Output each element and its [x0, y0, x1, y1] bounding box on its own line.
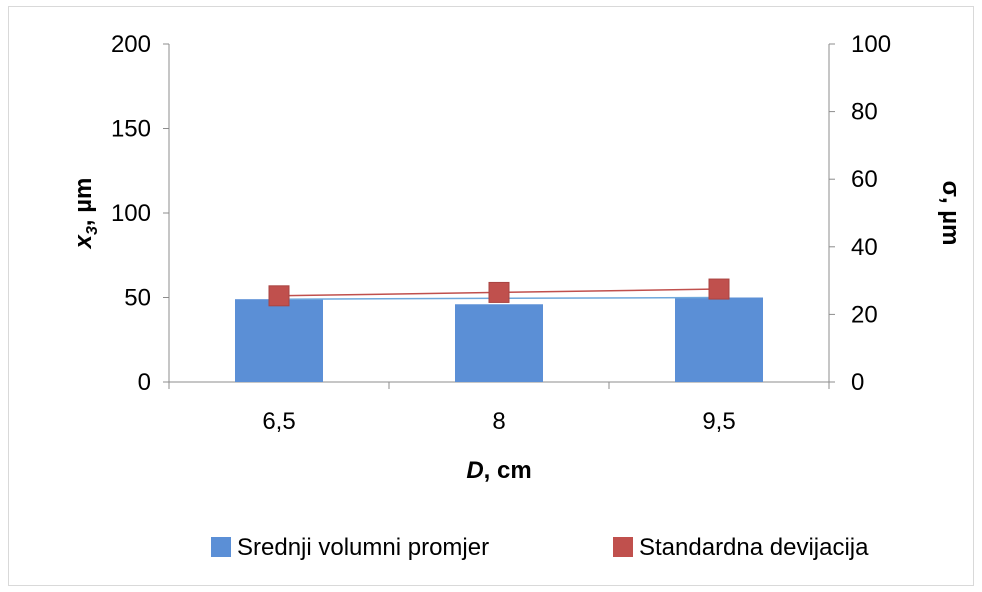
legend-label-bar: Srednji volumni promjer — [237, 534, 489, 561]
y-axis-left-label: x3, µm — [70, 178, 101, 251]
y-axis-left-label-sub: 3 — [84, 226, 101, 235]
y-axis-left-label-var: x — [70, 233, 97, 250]
y-axis-left-tick-label: 100 — [111, 200, 151, 227]
y-axis-right-tick-label: 60 — [851, 166, 878, 193]
y-axis-right-tick-label: 0 — [851, 369, 864, 396]
y-axis-left-tick-label: 50 — [124, 285, 151, 312]
x-axis-tick-label: 6,5 — [262, 408, 295, 435]
y-axis-left-tick-label: 200 — [111, 31, 151, 58]
y-axis-right-label: σ, µm — [937, 181, 964, 246]
legend-swatch-line — [613, 537, 633, 557]
y-axis-right-tick-label: 80 — [851, 99, 878, 126]
y-axis-right-tick-label: 40 — [851, 234, 878, 261]
bar-series — [235, 297, 763, 382]
std-dev-marker — [268, 285, 290, 307]
axis-labels: D, cm x3, µm σ, µm — [70, 178, 964, 484]
bar — [235, 299, 323, 382]
bar — [455, 304, 543, 382]
legend: Srednji volumni promjer Standardna devija… — [211, 534, 869, 561]
line-series — [268, 278, 730, 307]
legend-swatch-bar — [211, 537, 231, 557]
chart-frame: 0 50 100 150 200 0 20 40 60 80 100 6,5 8 9,5 D, cm x3… — [8, 6, 974, 586]
y-axis-left-tick-label: 0 — [138, 369, 151, 396]
x-axis-label-var: D — [466, 457, 483, 484]
y-axis-left-label-unit: , µm — [70, 178, 97, 227]
x-axis-tick-label: 8 — [492, 408, 505, 435]
y-axis-right-tick-label: 20 — [851, 301, 878, 328]
x-axis-label: D, cm — [466, 457, 531, 484]
x-axis-tick-label: 9,5 — [702, 408, 735, 435]
std-dev-marker — [488, 281, 510, 303]
bar — [675, 297, 763, 382]
std-dev-marker — [708, 278, 730, 300]
legend-label-line: Standardna devijacija — [639, 534, 869, 561]
y-axis-right-tick-label: 100 — [851, 31, 891, 58]
x-axis-label-unit: , cm — [484, 457, 532, 484]
chart-svg: 0 50 100 150 200 0 20 40 60 80 100 6,5 8 9,5 D, cm x3… — [70, 31, 964, 561]
y-axis-left-tick-label: 150 — [111, 116, 151, 143]
axes: 0 50 100 150 200 0 20 40 60 80 100 6,5 8 9,5 — [111, 31, 891, 435]
